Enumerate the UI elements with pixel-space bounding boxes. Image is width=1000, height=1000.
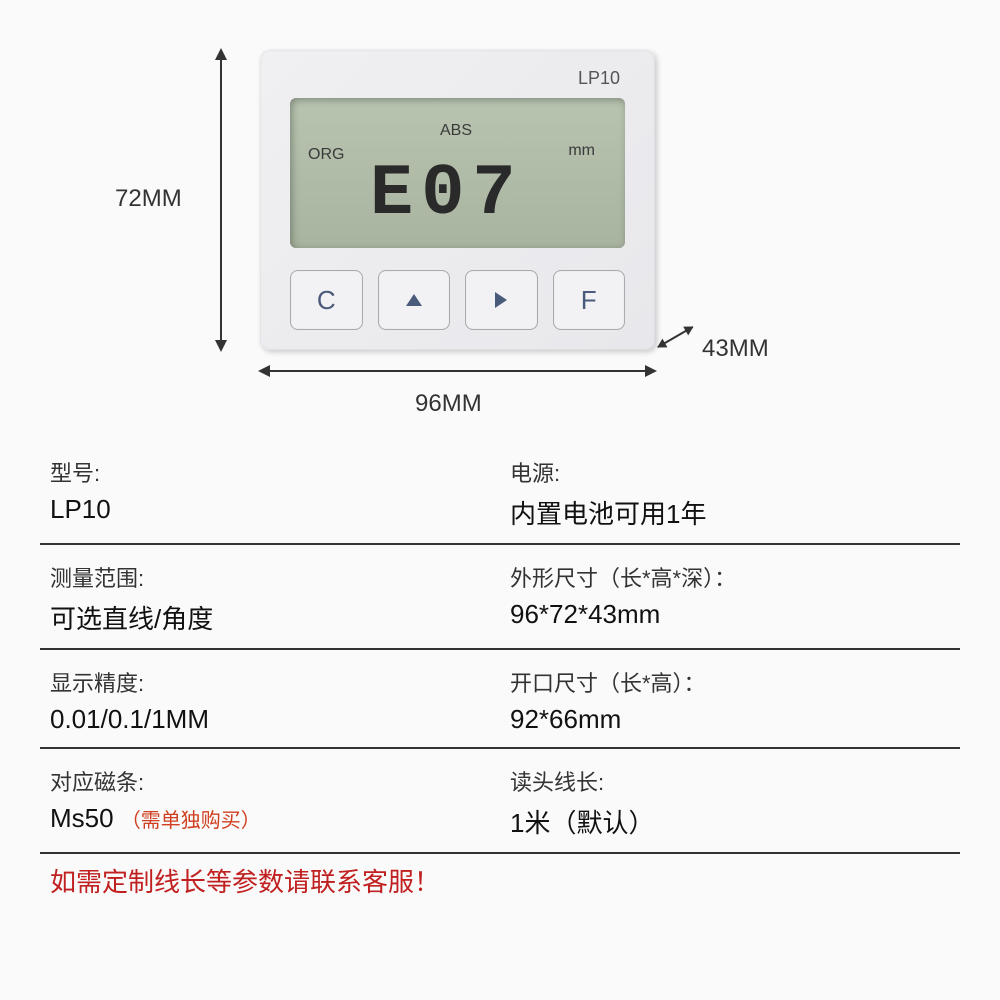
f-button[interactable]: F [553,270,626,330]
c-button[interactable]: C [290,270,363,330]
spec-precision: 显示精度: 0.01/0.1/1MM [40,666,500,735]
spec-value: 92*66mm [510,704,960,735]
spec-row: 测量范围: 可选直线/角度 外形尺寸（长*高*深）： 96*72*43mm [40,545,960,650]
spec-label: 电源: [510,456,960,488]
spec-strip-value: Ms50 [50,803,114,833]
device-diagram: LP10 ORG ABS mm E07 C F 72MM 96MM 43MM [60,40,760,440]
spec-value: 96*72*43mm [510,599,960,630]
spec-label: 型号: [50,456,500,488]
device-body: LP10 ORG ABS mm E07 C F [260,50,655,350]
triangle-up-icon [402,288,426,312]
device-button-row: C F [290,270,625,330]
spec-cable: 读头线长: 1米（默认） [500,765,960,840]
lcd-main-readout: E07 [370,153,524,235]
lcd-screen: ORG ABS mm E07 [290,98,625,248]
spec-value: Ms50 （需单独购买） [50,803,500,834]
dimension-depth-label: 43MM [702,335,769,363]
lcd-unit-text: mm [568,142,595,160]
spec-label: 对应磁条: [50,765,500,797]
dimension-width-line [260,370,655,372]
spec-power: 电源: 内置电池可用1年 [500,456,960,531]
spec-label: 测量范围: [50,561,500,593]
spec-label: 开口尺寸（长*高）： [510,666,960,698]
spec-value: 0.01/0.1/1MM [50,704,500,735]
spec-range: 测量范围: 可选直线/角度 [40,561,500,636]
spec-value: LP10 [50,494,500,525]
spec-value: 内置电池可用1年 [510,494,960,531]
spec-outer-dim: 外形尺寸（长*高*深）： 96*72*43mm [500,561,960,636]
footer-note: 如需定制线长等参数请联系客服！ [40,862,960,899]
up-button[interactable] [378,270,451,330]
dimension-height-label: 72MM [115,185,182,213]
dimension-depth-line [658,326,694,348]
spec-label: 显示精度: [50,666,500,698]
spec-value: 可选直线/角度 [50,599,500,636]
lcd-org-text: ORG [308,146,344,164]
triangle-right-icon [489,288,513,312]
dimension-height-line [220,50,222,350]
spec-strip-note: （需单独购买） [121,810,261,832]
right-button[interactable] [465,270,538,330]
spec-value: 1米（默认） [510,803,960,840]
spec-row: 显示精度: 0.01/0.1/1MM 开口尺寸（长*高）： 92*66mm [40,650,960,749]
lcd-abs-text: ABS [440,122,472,140]
device-model-label: LP10 [578,68,620,89]
spec-strip: 对应磁条: Ms50 （需单独购买） [40,765,500,840]
dimension-width-label: 96MM [415,390,482,418]
spec-label: 读头线长: [510,765,960,797]
spec-label: 外形尺寸（长*高*深）： [510,561,960,593]
spec-opening: 开口尺寸（长*高）： 92*66mm [500,666,960,735]
spec-row: 型号: LP10 电源: 内置电池可用1年 [40,440,960,545]
spec-model: 型号: LP10 [40,456,500,531]
spec-row: 对应磁条: Ms50 （需单独购买） 读头线长: 1米（默认） [40,749,960,854]
spec-table: 型号: LP10 电源: 内置电池可用1年 测量范围: 可选直线/角度 外形尺寸… [40,440,960,899]
